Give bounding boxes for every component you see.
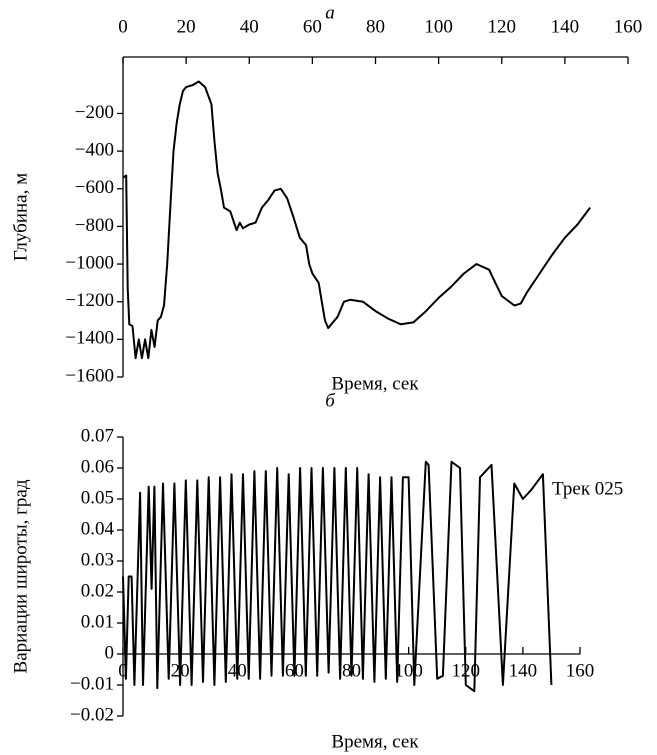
x-tick-label: 160	[566, 660, 595, 681]
panel-title: б	[325, 390, 336, 411]
y-tick-label: −600	[75, 177, 114, 198]
x-tick-label: 0	[118, 16, 128, 37]
y-axis-label: Глубина, м	[10, 173, 31, 261]
x-tick-label: 60	[303, 16, 322, 37]
y-tick-label: 0.02	[81, 580, 114, 601]
y-tick-label: −400	[75, 139, 114, 160]
data-line	[122, 80, 591, 360]
y-tick-label: −800	[75, 215, 114, 236]
data-line	[122, 460, 553, 693]
y-tick-label: 0.06	[81, 456, 114, 477]
x-tick-label: 40	[240, 16, 259, 37]
x-axis-label: Время, сек	[331, 731, 419, 752]
y-tick-label: −1000	[65, 252, 114, 273]
y-tick-label: 0.07	[81, 425, 114, 446]
y-tick-label: −1400	[65, 328, 114, 349]
y-tick-label: −1600	[65, 365, 114, 386]
y-tick-label: −0.02	[70, 704, 114, 725]
x-tick-label: 0	[118, 660, 128, 681]
x-axis-label: Время, сек	[331, 373, 419, 394]
y-tick-label: 0.01	[81, 611, 114, 632]
y-tick-label: 0	[105, 642, 115, 663]
x-tick-label: 160	[614, 16, 643, 37]
x-tick-label: 120	[488, 16, 517, 37]
x-tick-label: 140	[509, 660, 538, 681]
annotation: Трек 025	[552, 478, 623, 499]
y-tick-label: 0.03	[81, 549, 114, 570]
y-tick-label: −200	[75, 102, 114, 123]
x-tick-label: 80	[366, 16, 385, 37]
y-tick-label: −0.01	[70, 673, 114, 694]
y-tick-label: −1200	[65, 290, 114, 311]
x-tick-label: 100	[424, 16, 453, 37]
x-tick-label: 140	[551, 16, 580, 37]
y-axis-label: Вариации широты, град	[10, 479, 31, 673]
panel-title: а	[325, 2, 335, 23]
y-tick-label: 0.04	[81, 518, 115, 539]
x-tick-label: 20	[177, 16, 196, 37]
y-tick-label: 0.05	[81, 487, 114, 508]
